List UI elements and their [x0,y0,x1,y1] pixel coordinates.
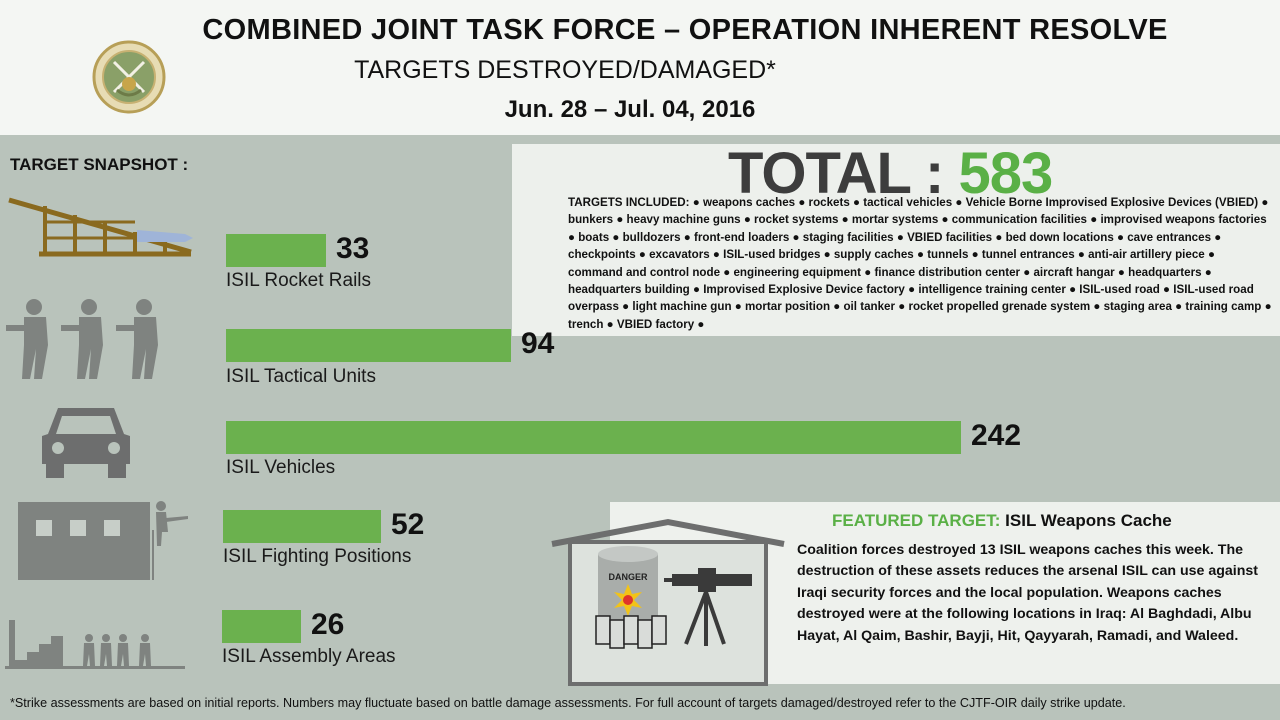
total-count: TOTAL : 583 [728,140,1053,207]
targets-included-list: TARGETS INCLUDED: ● weapons caches ● roc… [568,196,1272,331]
bar-category-label: ISIL Fighting Positions [223,546,412,567]
danger-label: DANGER [608,572,648,582]
featured-name: ISIL Weapons Cache [1005,511,1172,530]
page-subtitle: TARGETS DESTROYED/DAMAGED* [354,56,776,84]
bar-category-label: ISIL Vehicles [226,457,336,478]
featured-target-title: FEATURED TARGET: ISIL Weapons Cache [832,511,1172,531]
bar-isil-assembly-areas [222,610,301,643]
cjtf-seal-icon [92,40,166,114]
bar-value-label: 52 [391,508,425,541]
rocket-rail-icon [8,197,193,257]
building-icon [18,501,188,580]
bar-isil-vehicles [226,421,961,454]
bar-isil-tactical-units [226,329,511,362]
bar-value-label: 242 [971,419,1022,452]
header-band [0,0,1280,135]
bar-category-label: ISIL Rocket Rails [226,270,372,291]
bar-value-label: 33 [336,232,370,265]
total-value: 583 [958,141,1053,206]
bar-value-label: 26 [311,608,345,641]
featured-label: FEATURED TARGET: [832,511,1001,530]
page-title: COMBINED JOINT TASK FORCE – OPERATION IN… [202,14,1168,46]
date-range: Jun. 28 – Jul. 04, 2016 [504,96,756,123]
bar-isil-fighting-positions [223,510,381,543]
bar-isil-rocket-rails [226,234,326,267]
bar-category-label: ISIL Tactical Units [226,366,376,387]
soldiers-icon [6,299,158,379]
bar-value-label: 94 [521,327,555,360]
total-panel [512,144,1280,336]
total-label: TOTAL : [728,141,944,206]
bar-category-label: ISIL Assembly Areas [222,646,396,667]
weapons-cache-icon: DANGER [551,518,785,686]
car-icon [42,408,130,478]
snapshot-label: TARGET SNAPSHOT : [10,155,189,174]
featured-description: Coalition forces destroyed 13 ISIL weapo… [797,542,1259,644]
footnote: *Strike assessments are based on initial… [10,696,1126,710]
assembly-area-icon [5,620,185,669]
